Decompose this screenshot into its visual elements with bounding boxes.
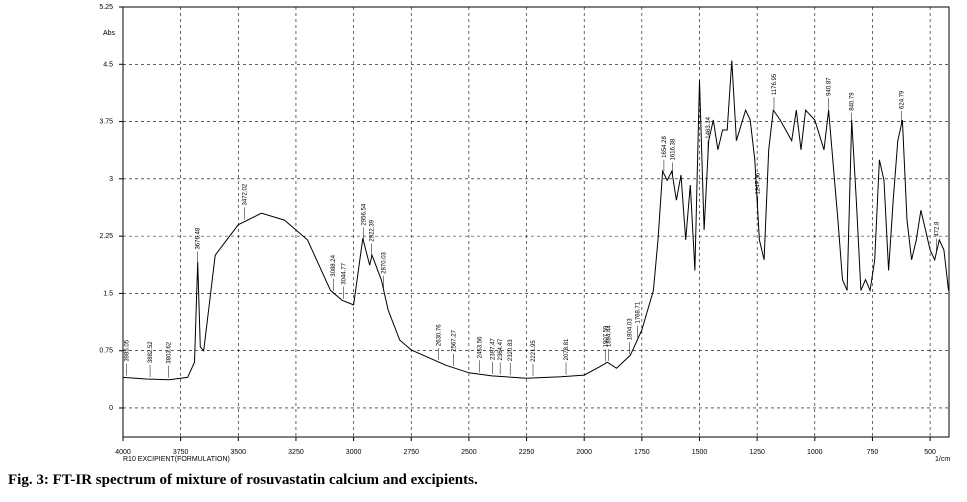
peak-label: 1247.36: [756, 172, 762, 194]
peak-label: 3088.24: [331, 254, 337, 276]
peak-label: 2221.95: [531, 340, 537, 362]
x-tick-label: 1500: [692, 449, 708, 456]
peak-label: 3044.77: [341, 262, 347, 284]
peak-label: 1616.38: [671, 138, 677, 160]
peak-label: 840.79: [850, 92, 856, 111]
x-tick-label: 3250: [288, 449, 304, 456]
peak-label: 1463.14: [706, 116, 712, 138]
x-tick-label: 500: [924, 449, 936, 456]
x-tick-label: 2000: [576, 449, 592, 456]
peak-label: 2453.56: [478, 336, 484, 358]
y-tick-label: 5.25: [99, 4, 113, 11]
peak-label: 2870.03: [382, 251, 388, 273]
peak-label: 624.79: [899, 90, 905, 109]
x-tick-label: 3500: [231, 449, 247, 456]
peak-label: 2567.27: [451, 329, 457, 351]
peak-label: 3803.62: [166, 341, 172, 363]
peak-label: 2320.83: [508, 339, 514, 361]
y-tick-label: 1.5: [103, 290, 113, 297]
x-axis-label: 1/cm: [935, 456, 950, 463]
peak-label: 2364.47: [498, 338, 504, 360]
x-tick-label: 750: [867, 449, 879, 456]
y-tick-label: 0: [109, 405, 113, 412]
x-tick-label: 1750: [634, 449, 650, 456]
peak-label: 1907.59: [604, 325, 610, 347]
peak-label: 3985.05: [124, 339, 130, 361]
y-tick-label: 3.75: [99, 119, 113, 126]
x-tick-label: 2750: [403, 449, 419, 456]
x-tick-label: 4000: [115, 449, 131, 456]
x-tick-label: 2500: [461, 449, 477, 456]
peak-label: 3676.48: [196, 227, 202, 249]
peak-label: 2397.47: [491, 338, 497, 360]
peak-label: 3882.52: [148, 341, 154, 363]
peak-label: 1768.71: [636, 301, 642, 323]
peak-label: 472.8: [934, 221, 940, 237]
spectrum-line: [122, 60, 949, 381]
peak-label: 1804.03: [627, 318, 633, 340]
y-tick-label: 0.75: [99, 348, 113, 355]
peak-label: 2922.39: [369, 219, 375, 241]
plot-frame: [122, 6, 950, 438]
peak-label: 2630.76: [437, 324, 443, 346]
peak-label: 940.87: [826, 77, 832, 96]
x-tick-label: 1000: [807, 449, 823, 456]
x-caption: R10 EXCIPIENT(FORMULATION): [123, 456, 230, 463]
peak-label: 3472.02: [243, 183, 249, 205]
peak-label: 1894.44: [607, 325, 613, 347]
x-tick-label: 3000: [346, 449, 362, 456]
peak-label: 2956.54: [362, 203, 368, 225]
x-tick-label: 3750: [173, 449, 189, 456]
peak-label: 1176.95: [772, 73, 778, 95]
figure-caption: Fig. 3: FT-IR spectrum of mixture of ros…: [8, 472, 478, 488]
y-tick-label: 3: [109, 176, 113, 183]
peak-label: 2078.81: [564, 338, 570, 360]
x-tick-label: 1250: [749, 449, 765, 456]
peak-label: 1654.28: [662, 135, 668, 157]
y-tick-label: 4.5: [103, 61, 113, 68]
y-tick-label: 2.25: [99, 233, 113, 240]
x-tick-label: 2250: [519, 449, 535, 456]
y-axis-label: Abs: [103, 30, 116, 37]
